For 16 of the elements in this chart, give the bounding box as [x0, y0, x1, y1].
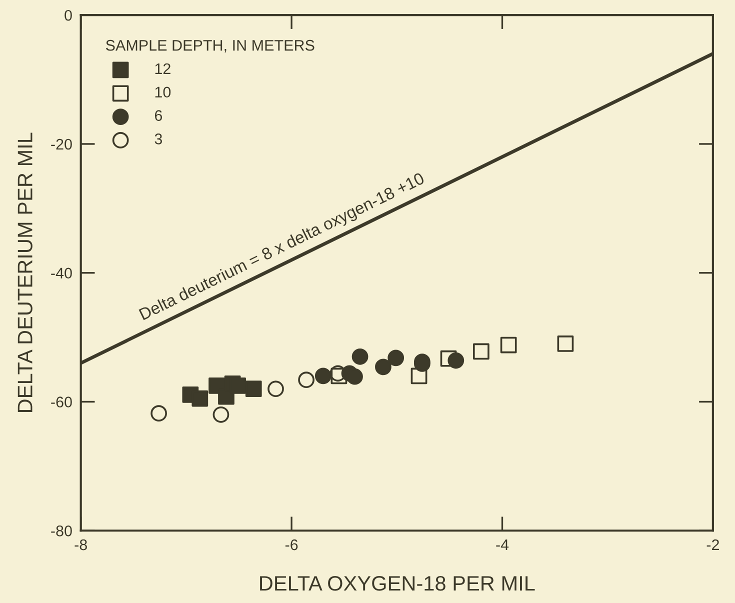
x-tick-label: -4: [496, 540, 509, 550]
x-tick-label: -8: [74, 539, 87, 550]
y-tick-label: -80: [51, 526, 72, 536]
y-axis-title: DELTA DEUTERIUM PER MIL: [18, 132, 32, 412]
x-tick-label: -6: [285, 539, 298, 550]
x-axis-title: DELTA OXYGEN-18 PER MIL: [260, 576, 535, 591]
y-tick-label: -40: [51, 268, 72, 279]
legend-title: SAMPLE DEPTH, IN METERS: [106, 40, 314, 53]
legend-label: 12: [155, 63, 170, 74]
y-tick-label: -60: [51, 396, 72, 408]
y-tick-label: -20: [51, 138, 72, 150]
y-tick-label: 0: [64, 10, 72, 21]
legend-label: 10: [155, 86, 171, 98]
legend-label: 6: [154, 110, 162, 121]
legend-label: 3: [154, 134, 162, 144]
x-tick-label: -2: [706, 539, 719, 550]
